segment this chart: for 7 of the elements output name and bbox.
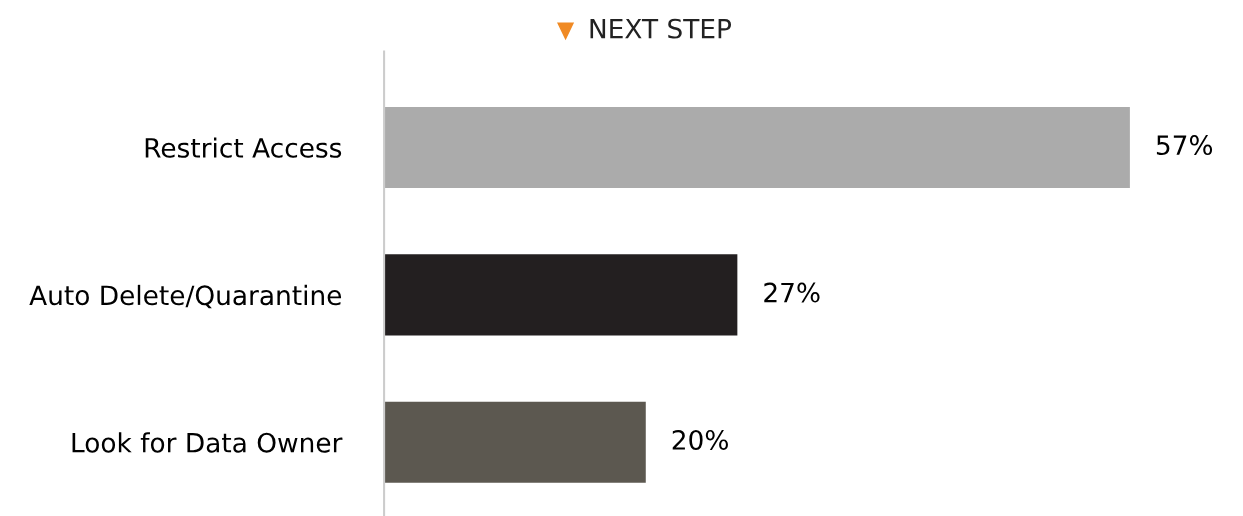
chart-title: NEXT STEP bbox=[590, 18, 732, 39]
data-label: 27% bbox=[764, 282, 820, 303]
data-label: 57% bbox=[1156, 135, 1213, 156]
data-label: 20% bbox=[672, 429, 728, 450]
y-tick-label: Restrict Access bbox=[145, 137, 342, 158]
y-tick-label: Auto Delete/Quarantine bbox=[29, 284, 342, 309]
y-tick-label: Look for Data Owner bbox=[72, 432, 343, 453]
